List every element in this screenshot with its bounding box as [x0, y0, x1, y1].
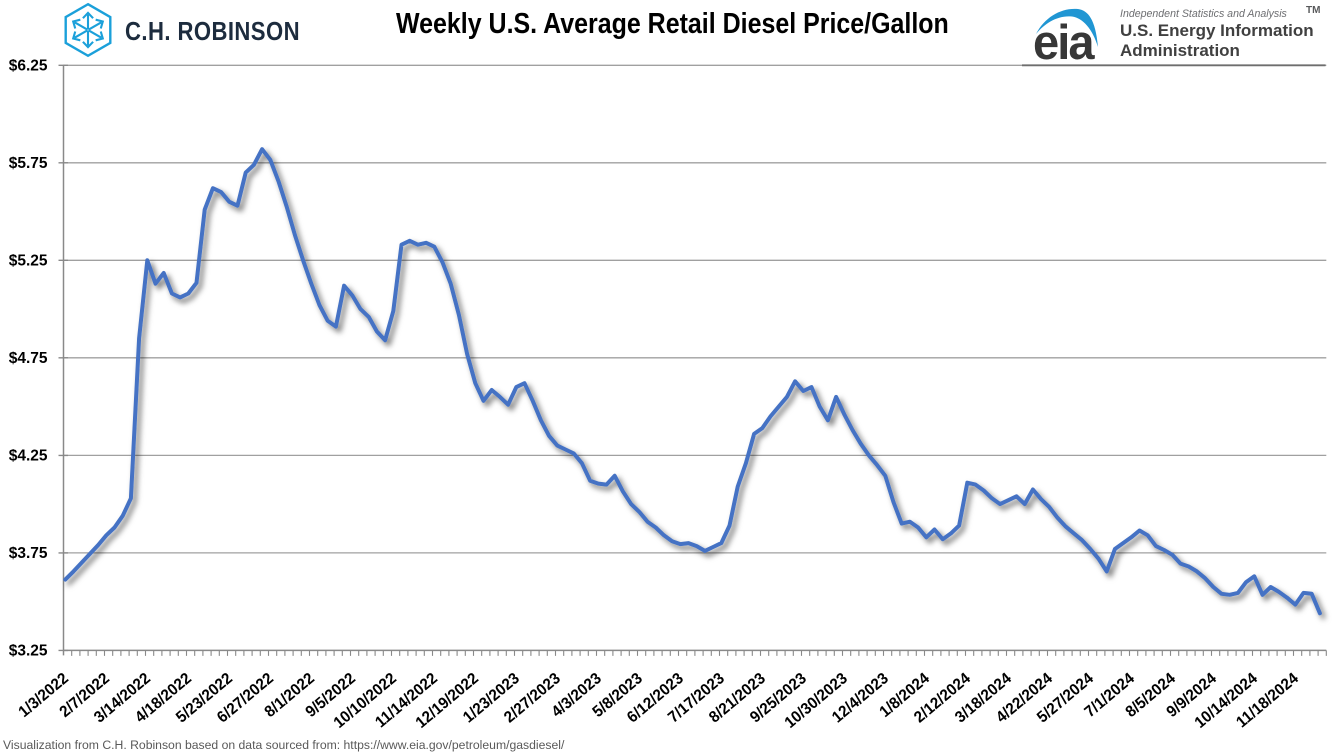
svg-text:$4.75: $4.75	[9, 350, 48, 367]
svg-text:$6.25: $6.25	[9, 58, 48, 75]
svg-text:$5.75: $5.75	[9, 155, 48, 172]
svg-text:$5.25: $5.25	[9, 253, 48, 270]
svg-text:$3.75: $3.75	[9, 545, 48, 562]
svg-text:$3.25: $3.25	[9, 643, 48, 660]
svg-text:$4.25: $4.25	[9, 448, 48, 465]
